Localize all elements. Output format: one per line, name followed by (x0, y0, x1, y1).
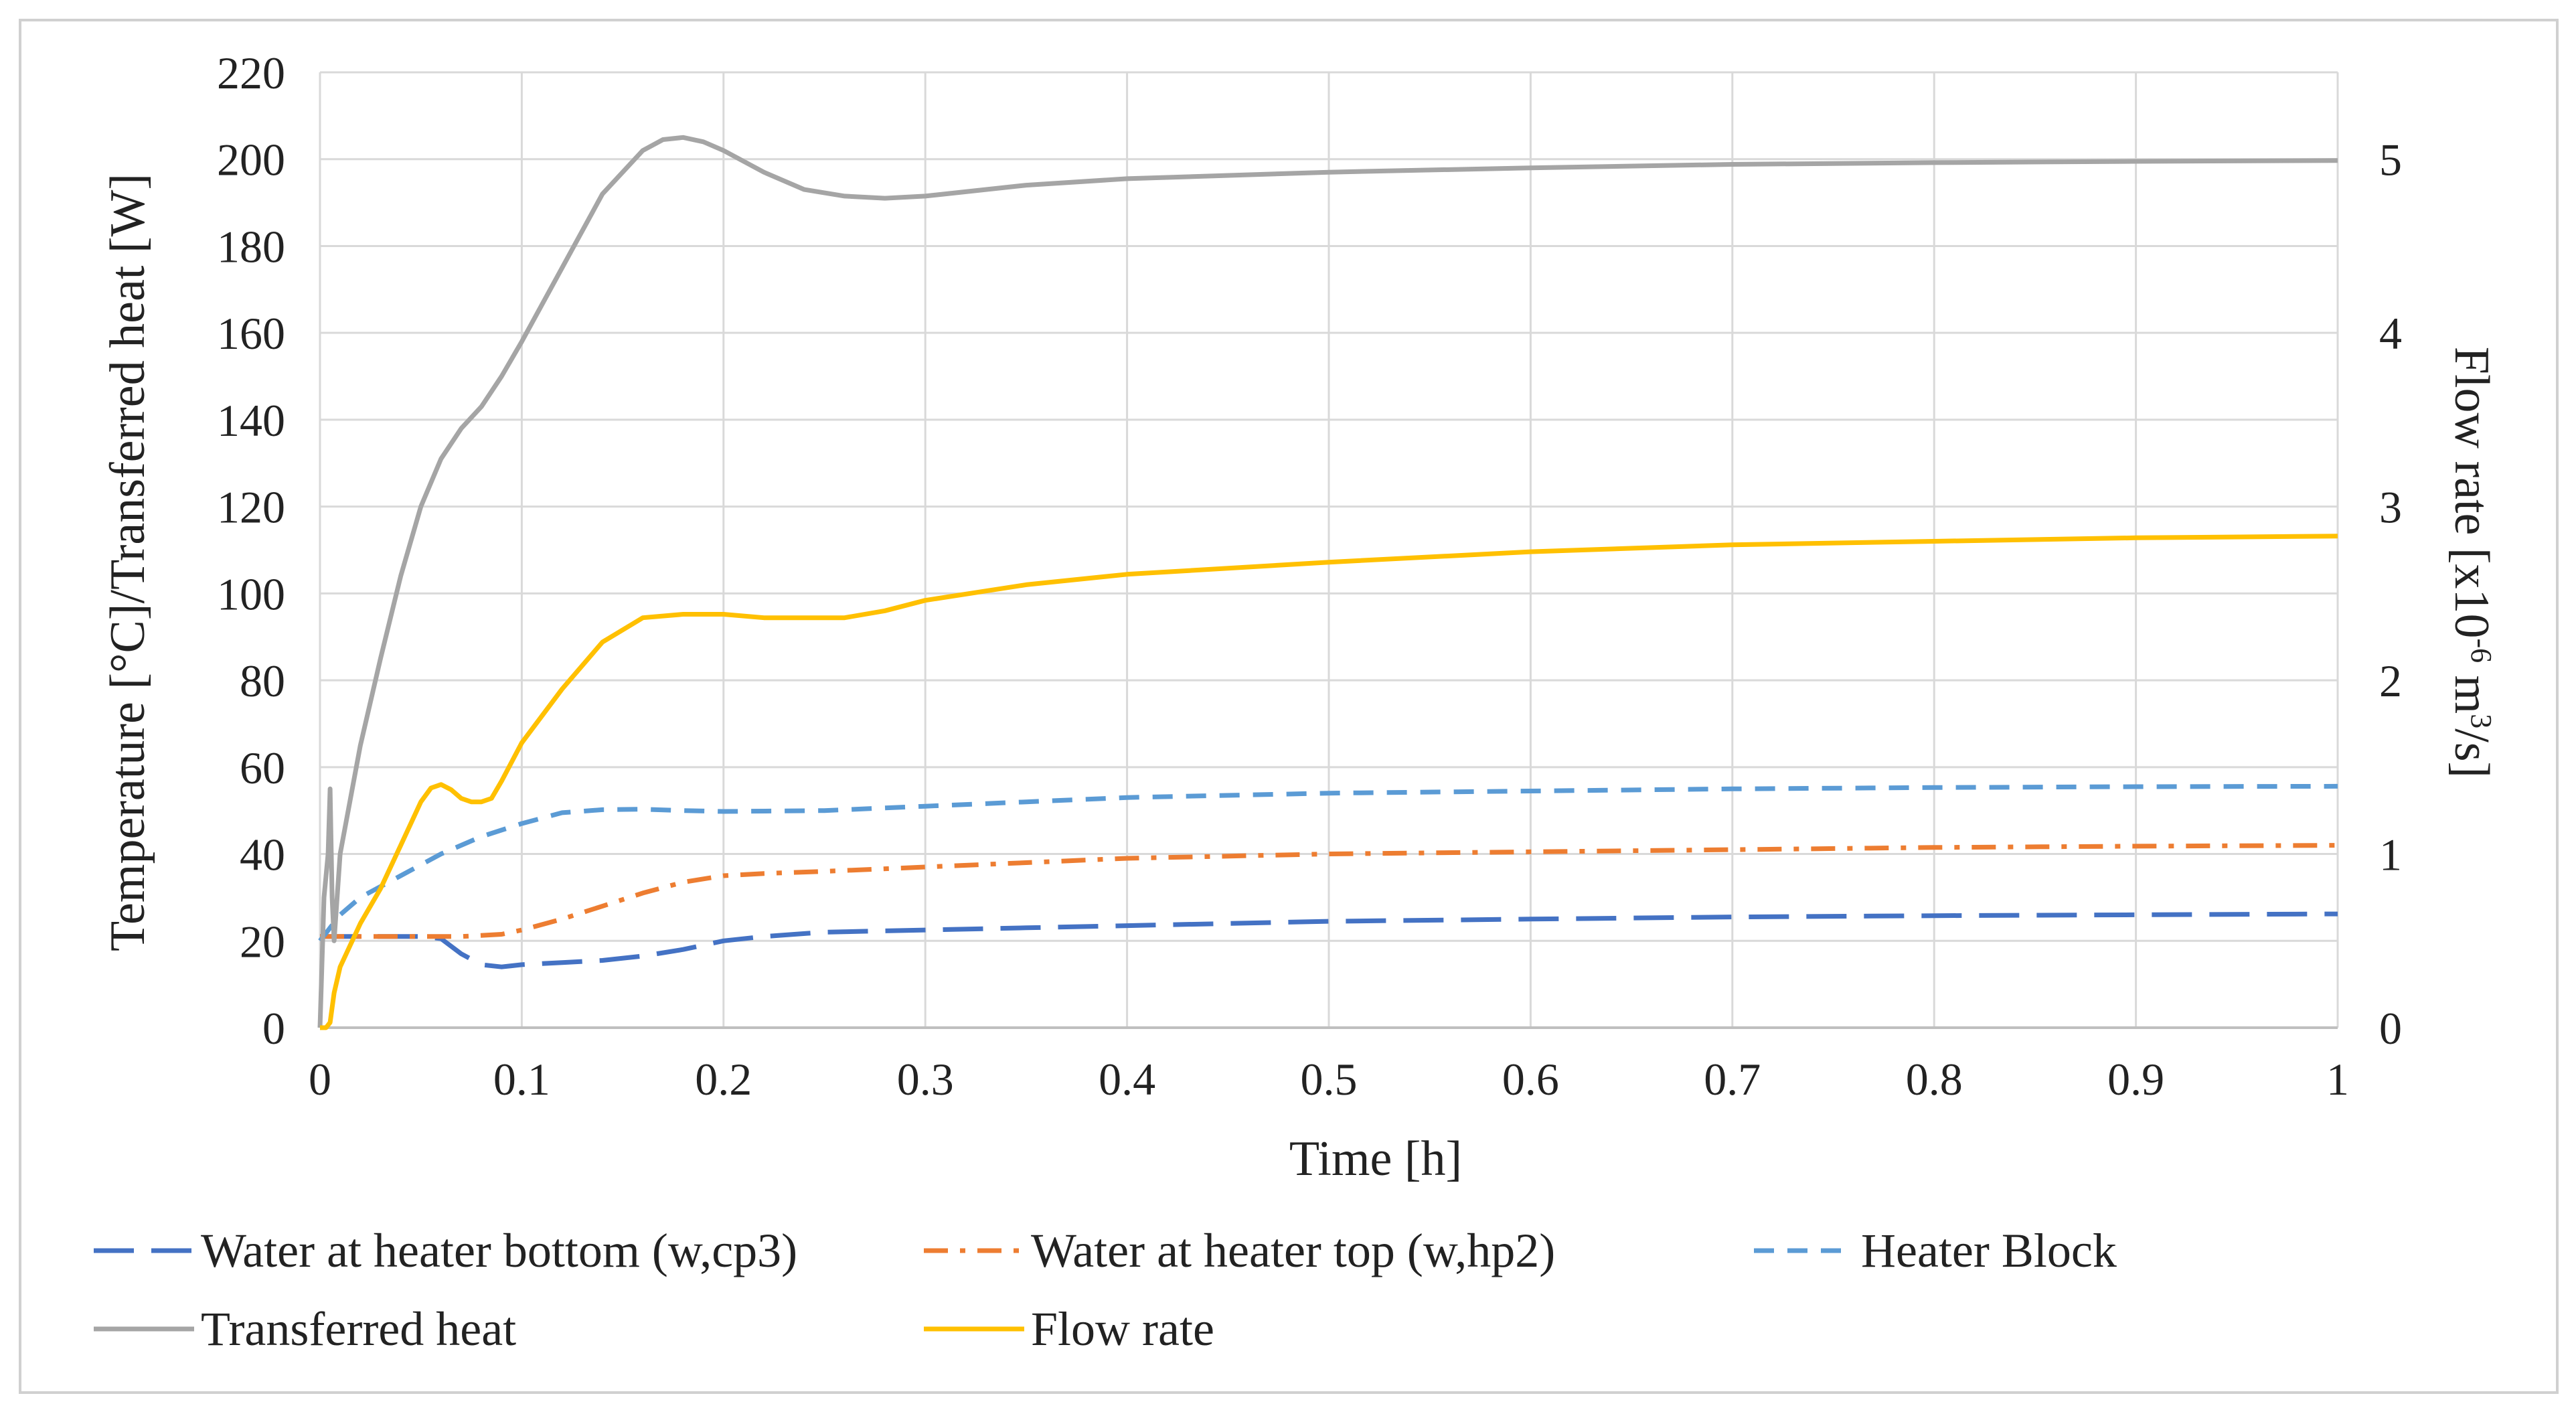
y-tick-label: 100 (217, 568, 285, 619)
x-tick-label: 0.3 (897, 1054, 954, 1105)
legend-label-5: Flow rate (1031, 1302, 1214, 1356)
x-tick-label: 0.5 (1301, 1054, 1358, 1105)
series-line-2 (320, 843, 2338, 939)
y2-axis-title: Flow rate [x10-6 m3/s] (2444, 347, 2499, 778)
legend: Water at heater bottom (w,cp3) Water at h… (94, 1224, 2117, 1356)
x-axis-ticks: 0 0.1 0.2 0.3 0.4 0.5 0.6 0.7 0.8 0.9 1 (309, 1054, 2349, 1105)
x-axis-title: Time [h] (1289, 1131, 1462, 1186)
y-tick-label: 20 (240, 916, 285, 967)
x-tick-label: 0.9 (2107, 1054, 2164, 1105)
y-tick-label: 200 (217, 135, 285, 185)
y-tick-label: 40 (240, 830, 285, 880)
y-axis-title: Temperature [°C]/Transferred heat [W] (100, 173, 155, 951)
x-tick-label: 0.7 (1704, 1054, 1761, 1105)
x-tick-label: 0.1 (493, 1054, 550, 1105)
y2-axis-ticks: 0 1 2 3 4 5 (2379, 135, 2402, 1054)
y-axis-ticks: 0 20 40 60 80 100 120 140 160 180 200 220 (217, 48, 285, 1054)
y2-axis-title-mid: m (2444, 663, 2499, 714)
series-layer (317, 135, 2338, 1030)
y2-tick-label: 1 (2379, 830, 2402, 880)
legend-label-4: Transferred heat (201, 1302, 516, 1356)
y2-tick-label: 2 (2379, 655, 2402, 706)
x-tick-label: 0.2 (695, 1054, 752, 1105)
x-tick-label: 0.8 (1906, 1054, 1963, 1105)
y-tick-label: 140 (217, 395, 285, 446)
y-tick-label: 80 (240, 655, 285, 706)
y-tick-label: 180 (217, 221, 285, 272)
y2-tick-label: 0 (2379, 1003, 2402, 1054)
series-line-3 (318, 783, 2338, 943)
y-tick-label: 60 (240, 742, 285, 793)
legend-label-1: Water at heater bottom (w,cp3) (201, 1224, 797, 1277)
y-tick-label: 160 (217, 308, 285, 359)
series-line-5 (320, 534, 2338, 1030)
grid (319, 71, 2339, 1029)
x-tick-label: 0 (309, 1054, 331, 1105)
legend-label-2: Water at heater top (w,hp2) (1031, 1224, 1555, 1277)
y2-tick-label: 5 (2379, 135, 2402, 185)
y-tick-label: 0 (262, 1003, 285, 1054)
y-tick-label: 220 (217, 48, 285, 98)
series-line-4 (317, 135, 2338, 1028)
x-tick-label: 0.6 (1502, 1054, 1559, 1105)
y-tick-label: 120 (217, 482, 285, 533)
y2-axis-title-prefix: Flow rate [x10 (2444, 347, 2499, 639)
y2-axis-title-exp2: 3 (2466, 714, 2498, 728)
y2-axis-title-suffix: /s] (2444, 728, 2499, 778)
y2-axis-title-exp1: -6 (2466, 638, 2498, 663)
y2-tick-label: 3 (2379, 482, 2402, 533)
x-tick-label: 1 (2326, 1054, 2349, 1105)
y2-tick-label: 4 (2379, 308, 2402, 359)
x-tick-label: 0.4 (1099, 1054, 1155, 1105)
legend-label-3: Heater Block (1861, 1224, 2117, 1277)
chart-frame (19, 19, 2559, 1394)
